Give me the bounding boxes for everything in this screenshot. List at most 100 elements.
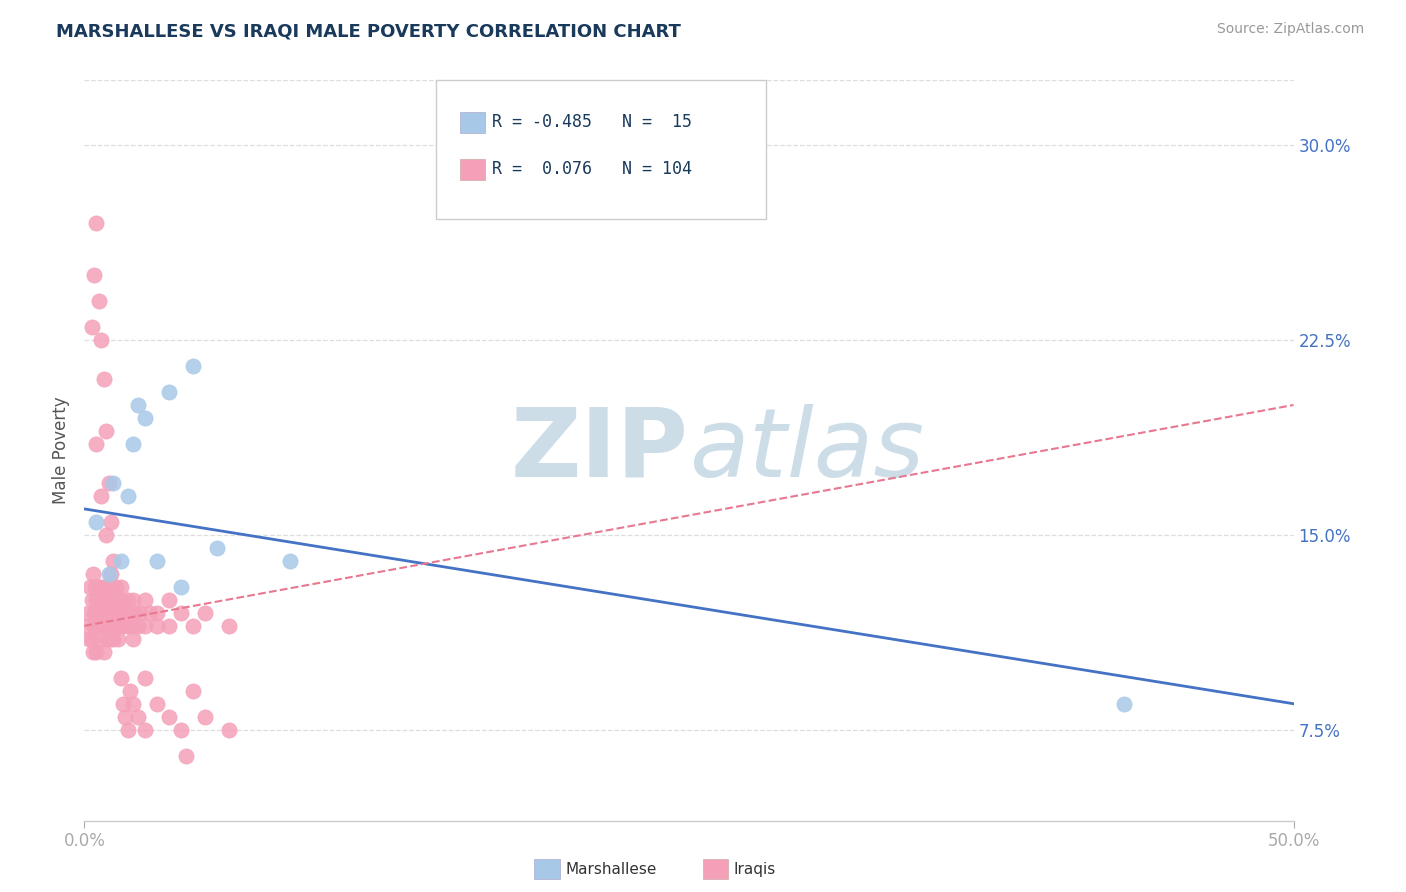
Point <box>98 632 121 646</box>
Point <box>97 592 120 607</box>
Text: R =  0.076   N = 104: R = 0.076 N = 104 <box>492 161 692 178</box>
Point <box>105 606 128 620</box>
Text: Iraqis: Iraqis <box>734 863 776 877</box>
Point <box>117 723 139 737</box>
Point <box>146 619 169 633</box>
Point <box>112 619 135 633</box>
Point <box>94 619 117 633</box>
Point <box>103 592 125 607</box>
Point <box>80 632 103 646</box>
Point <box>110 619 132 633</box>
Point <box>83 268 105 282</box>
Point <box>90 592 112 607</box>
Point <box>87 580 110 594</box>
Point <box>100 515 122 529</box>
Point <box>97 606 120 620</box>
Point <box>157 619 180 633</box>
Point <box>110 554 132 568</box>
Point <box>87 619 110 633</box>
Point <box>146 554 169 568</box>
Point <box>127 398 149 412</box>
Point <box>100 580 122 594</box>
Point <box>170 580 193 594</box>
Text: ZIP: ZIP <box>510 404 689 497</box>
Point <box>103 632 125 646</box>
Point <box>170 723 193 737</box>
Point <box>110 592 132 607</box>
Point <box>82 645 104 659</box>
Point <box>174 748 197 763</box>
Point <box>83 606 105 620</box>
Point <box>97 619 120 633</box>
Point <box>104 619 127 633</box>
Point <box>127 710 149 724</box>
Point <box>134 723 156 737</box>
Point <box>93 592 115 607</box>
Point <box>94 528 117 542</box>
Point <box>110 671 132 685</box>
Point <box>100 566 122 581</box>
Point <box>93 645 115 659</box>
Point <box>94 580 117 594</box>
Point <box>86 216 108 230</box>
Point <box>170 606 193 620</box>
Text: Source: ZipAtlas.com: Source: ZipAtlas.com <box>1216 22 1364 37</box>
Point <box>97 566 120 581</box>
Point <box>86 437 108 451</box>
Point <box>80 592 103 607</box>
Text: R = -0.485   N =  15: R = -0.485 N = 15 <box>492 113 692 131</box>
Point <box>120 683 142 698</box>
Point <box>117 489 139 503</box>
Point <box>90 619 112 633</box>
Point <box>120 606 142 620</box>
Text: atlas: atlas <box>689 404 924 497</box>
Point <box>278 554 301 568</box>
Point <box>86 619 108 633</box>
Point <box>157 592 180 607</box>
Point <box>94 606 117 620</box>
Point <box>104 606 127 620</box>
Point <box>79 580 101 594</box>
Point <box>101 619 124 633</box>
Point <box>1114 697 1136 711</box>
Point <box>157 384 180 399</box>
Point <box>181 359 204 373</box>
Point <box>181 683 204 698</box>
Point <box>86 606 108 620</box>
Point <box>107 632 129 646</box>
Point <box>121 592 143 607</box>
Point <box>104 580 127 594</box>
Point <box>127 619 149 633</box>
Text: MARSHALLESE VS IRAQI MALE POVERTY CORRELATION CHART: MARSHALLESE VS IRAQI MALE POVERTY CORREL… <box>56 22 681 40</box>
Point <box>112 697 135 711</box>
Point <box>134 619 156 633</box>
Point <box>121 697 143 711</box>
Point <box>84 580 107 594</box>
Point <box>134 411 156 425</box>
Point <box>121 632 143 646</box>
Point <box>76 619 98 633</box>
Point <box>129 606 152 620</box>
Point <box>83 619 105 633</box>
Point <box>93 372 115 386</box>
Y-axis label: Male Poverty: Male Poverty <box>52 397 70 504</box>
Point <box>77 606 100 620</box>
Point <box>91 606 114 620</box>
Text: Marshallese: Marshallese <box>565 863 657 877</box>
Point <box>117 619 139 633</box>
Point <box>218 619 240 633</box>
Point <box>80 320 103 334</box>
Point <box>104 592 127 607</box>
Point <box>138 606 160 620</box>
Point <box>134 671 156 685</box>
Point <box>146 606 169 620</box>
Point <box>86 592 108 607</box>
Point <box>97 475 120 490</box>
Point <box>218 723 240 737</box>
Point <box>134 592 156 607</box>
Point <box>107 592 129 607</box>
Point <box>87 294 110 309</box>
Point <box>146 697 169 711</box>
Point <box>82 566 104 581</box>
Point <box>117 592 139 607</box>
